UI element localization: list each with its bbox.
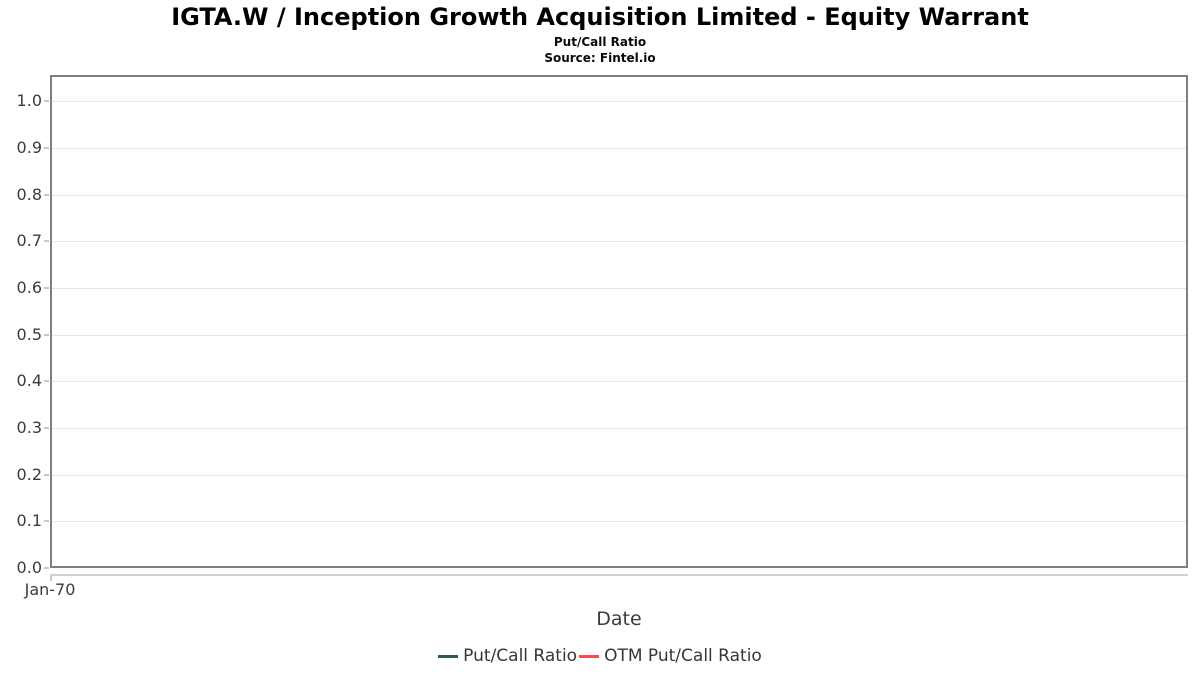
h-gridline [52, 287, 1186, 289]
chart-source-label: Source: Fintel.io [544, 51, 656, 65]
y-tick-label: 0.8 [16, 184, 42, 204]
y-tick-label: 0.7 [16, 231, 42, 251]
legend-line-swatch [579, 654, 600, 658]
y-tick-label: 0.4 [16, 371, 42, 391]
legend-item: Put/Call Ratio [438, 646, 577, 666]
y-tick-label: 0.1 [16, 511, 42, 531]
y-tick-label: 0.3 [16, 417, 42, 437]
legend-line-swatch [438, 654, 459, 658]
y-tick-label: 1.0 [16, 91, 42, 111]
y-tick-mark [44, 146, 49, 149]
y-tick-mark [44, 380, 49, 383]
y-tick-label: 0.5 [16, 324, 42, 344]
legend-label: Put/Call Ratio [463, 646, 578, 666]
y-tick-label: 0.9 [16, 137, 42, 157]
y-tick-mark [44, 100, 49, 103]
y-tick-label: 0.0 [16, 558, 42, 577]
x-axis-title: Date [596, 608, 642, 630]
y-tick-label: 0.2 [16, 464, 42, 484]
legend: Put/Call Ratio OTM Put/Call Ratio [0, 646, 1200, 666]
y-tick-mark [44, 473, 49, 476]
y-tick-mark [44, 193, 49, 196]
y-tick-mark [44, 286, 49, 289]
legend-label: OTM Put/Call Ratio [604, 646, 762, 666]
y-tick-mark [44, 333, 49, 336]
h-gridline [52, 194, 1186, 196]
y-tick-mark [44, 426, 49, 429]
x-tick-mark [50, 576, 52, 581]
x-tick-label: Jan-70 [24, 580, 76, 599]
h-gridline [52, 101, 1186, 103]
chart-title: IGTA.W / Inception Growth Acquisition Li… [171, 3, 1029, 31]
h-gridline [52, 381, 1186, 383]
h-gridline [52, 334, 1186, 336]
h-gridline [52, 147, 1186, 149]
h-gridline [52, 521, 1186, 523]
y-tick-label: 0.6 [16, 277, 42, 297]
h-gridline [52, 474, 1186, 476]
y-tick-mark [44, 567, 49, 569]
y-tick-mark [44, 240, 49, 243]
legend-item: OTM Put/Call Ratio [579, 646, 762, 666]
chart-subtitle: Put/Call Ratio [553, 35, 647, 49]
h-gridline [52, 241, 1186, 243]
x-axis-line [50, 574, 1188, 576]
y-tick-mark [44, 520, 49, 523]
plot-area [50, 75, 1188, 568]
h-gridline [52, 427, 1186, 429]
